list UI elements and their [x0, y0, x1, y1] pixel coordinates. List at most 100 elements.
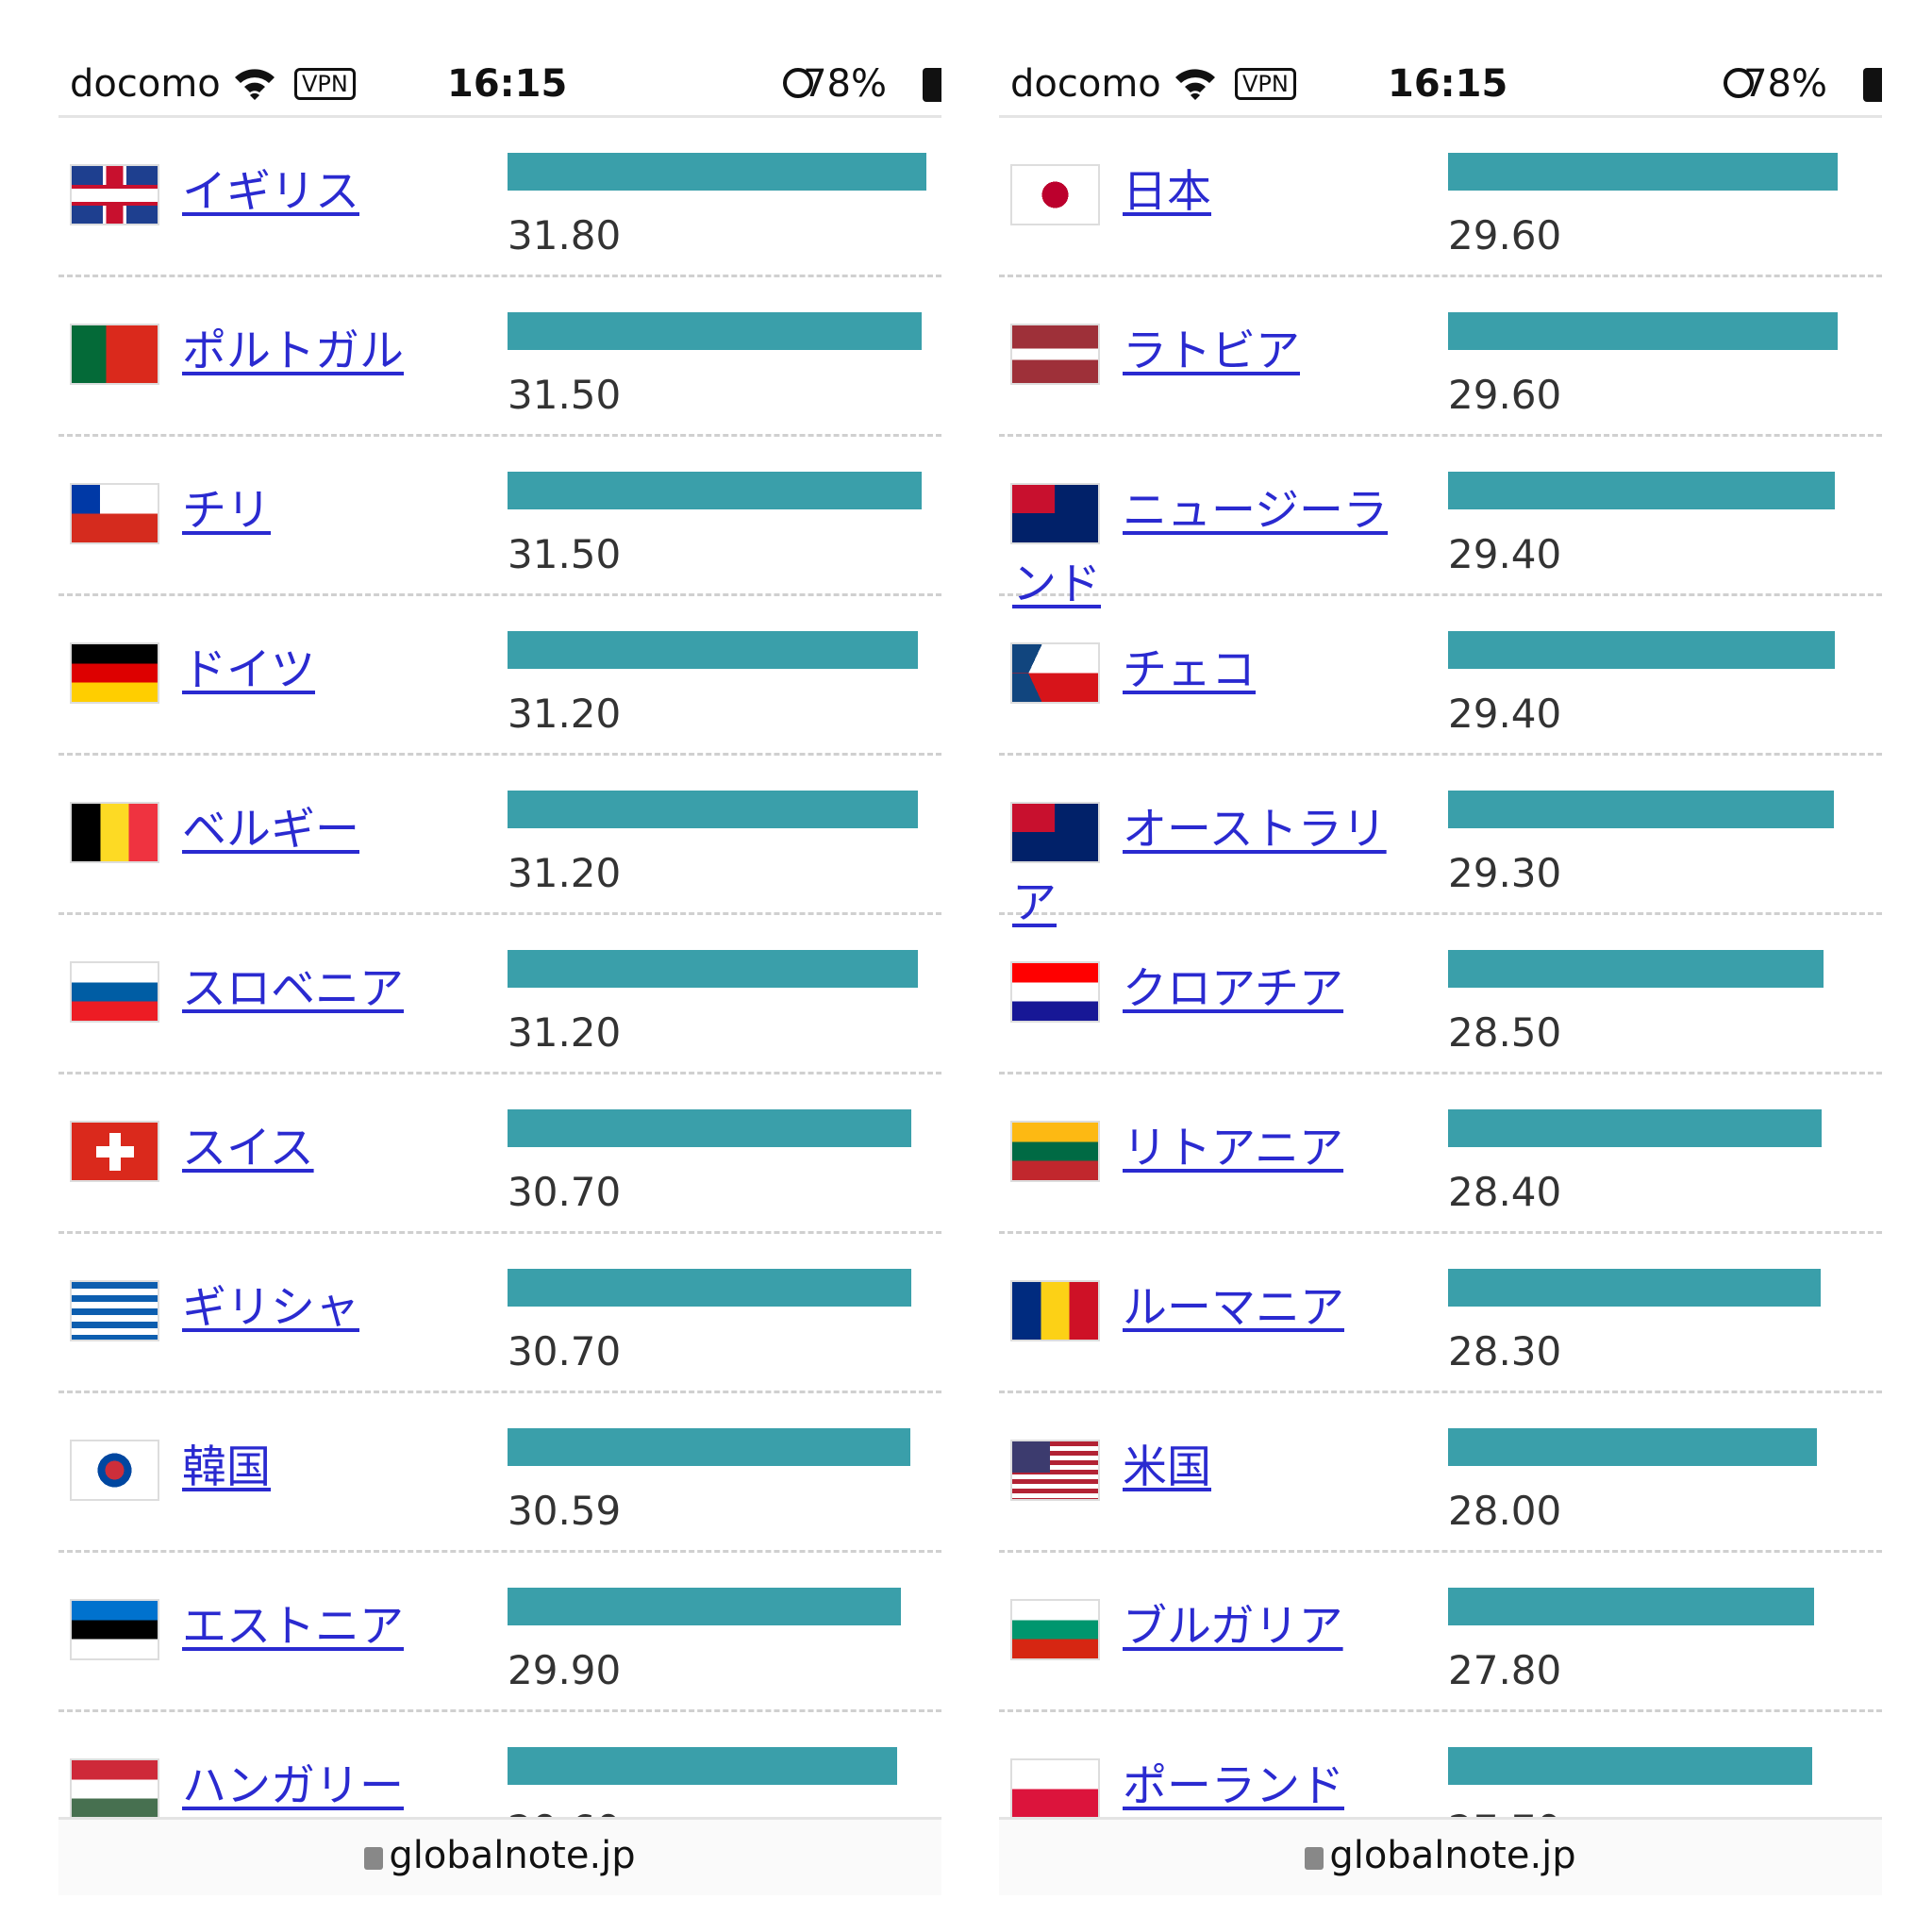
bar	[508, 631, 919, 669]
bar	[508, 1428, 910, 1466]
address-bar: globalnote.jp	[58, 1817, 941, 1895]
country-link[interactable]: スロベニア	[182, 963, 404, 1015]
country-link[interactable]: 米国	[1123, 1441, 1211, 1493]
country-link[interactable]: ギリシャ	[182, 1282, 359, 1334]
country-link[interactable]: ハンガリー	[182, 1760, 404, 1812]
ranking-row: ギリシャ 30.70	[58, 1234, 941, 1393]
flag	[72, 166, 158, 224]
status-bar: docomo VPN 16:15 78%	[58, 57, 941, 118]
country-cell: ニュージーランド	[1012, 475, 1418, 622]
country-link[interactable]: ニュージーランド	[1012, 485, 1389, 610]
country-link[interactable]: ルーマニア	[1123, 1282, 1344, 1334]
country-link[interactable]: スイス	[182, 1123, 314, 1174]
country-cell: クロアチア	[1012, 953, 1418, 1026]
ranking-row: ブルガリア 27.80	[999, 1553, 1882, 1712]
bar	[508, 1109, 912, 1147]
value-label: 31.80	[508, 212, 622, 258]
bar	[508, 153, 926, 191]
flag	[72, 644, 158, 702]
flag	[1012, 166, 1098, 224]
country-link[interactable]: エストニア	[182, 1601, 404, 1653]
lock-icon	[1305, 1847, 1324, 1870]
bar	[508, 312, 923, 350]
country-cell: ブルガリア	[1012, 1591, 1418, 1664]
ranking-row: ベルギー 31.20	[58, 756, 941, 915]
country-link[interactable]: ラトビア	[1123, 325, 1300, 377]
ranking-row: 韓国 30.59	[58, 1393, 941, 1553]
flag	[72, 1123, 158, 1180]
flag	[1012, 804, 1098, 861]
country-link[interactable]: イギリス	[182, 166, 359, 218]
ranking-list: 日本 29.60 ラトビア 29.60 ニュージーランド 29.40 チェコ 29.40 オース…	[999, 118, 1882, 1817]
value-label: 31.20	[508, 850, 622, 896]
flag	[1012, 1601, 1098, 1658]
bar	[508, 950, 919, 988]
bar	[1448, 153, 1838, 191]
country-cell: イギリス	[72, 156, 477, 229]
bar	[508, 791, 919, 828]
country-link[interactable]: ベルギー	[182, 804, 359, 856]
country-cell: ラトビア	[1012, 315, 1418, 389]
value-label: 29.60	[508, 1807, 621, 1817]
bar	[1448, 1109, 1823, 1147]
wifi-icon	[1174, 66, 1217, 100]
country-cell: エストニア	[72, 1591, 477, 1664]
flag	[72, 325, 158, 383]
bar	[1448, 791, 1834, 828]
value-label: 31.50	[508, 372, 622, 418]
country-cell: 米国	[1012, 1431, 1418, 1505]
flag	[72, 1441, 158, 1499]
flag	[1012, 1760, 1098, 1817]
bar	[1448, 1747, 1813, 1785]
rotation-lock	[783, 68, 813, 98]
country-link[interactable]: 韓国	[182, 1441, 271, 1493]
ranking-row: ドイツ 31.20	[58, 596, 941, 756]
ranking-row: ルーマニア 28.30	[999, 1234, 1882, 1393]
country-cell: ポルトガル	[72, 315, 477, 389]
country-link[interactable]: クロアチア	[1123, 963, 1344, 1015]
bar	[1448, 472, 1836, 509]
value-label: 27.80	[1448, 1647, 1562, 1693]
ranking-list: イギリス 31.80 ポルトガル 31.50 チリ 31.50 ドイツ 31.20 ベルギー 31…	[58, 118, 941, 1817]
country-link[interactable]: チェコ	[1123, 644, 1256, 696]
country-link[interactable]: リトアニア	[1123, 1123, 1344, 1174]
country-link[interactable]: 日本	[1123, 166, 1211, 218]
bar	[508, 1269, 912, 1307]
country-link[interactable]: ポーランド	[1123, 1760, 1344, 1812]
flag	[72, 963, 158, 1021]
phone-screen: docomo VPN 16:15 78% イギリス 31.80 ポルトガル 31.50 チリ 31…	[58, 0, 941, 1932]
country-cell: ルーマニア	[1012, 1272, 1418, 1345]
value-label: 31.20	[508, 1009, 622, 1056]
clock: 16:15	[447, 62, 568, 106]
value-label: 29.60	[1448, 372, 1562, 418]
country-cell: スロベニア	[72, 953, 477, 1026]
bar	[1448, 1428, 1817, 1466]
rotation-lock	[1724, 68, 1754, 98]
country-link[interactable]: ポルトガル	[182, 325, 404, 377]
value-label: 28.40	[1448, 1169, 1562, 1215]
vpn-badge: VPN	[294, 68, 356, 100]
ranking-row: 日本 29.60	[999, 118, 1882, 277]
flag	[1012, 1282, 1098, 1340]
country-cell: チェコ	[1012, 634, 1418, 708]
flag	[1012, 644, 1098, 702]
country-link[interactable]: チリ	[182, 485, 271, 537]
ranking-row: 米国 28.00	[999, 1393, 1882, 1553]
ranking-row: スロベニア 31.20	[58, 915, 941, 1074]
country-link[interactable]: ブルガリア	[1123, 1601, 1343, 1653]
bar	[1448, 1269, 1821, 1307]
country-link[interactable]: ドイツ	[182, 644, 315, 696]
flag	[72, 804, 158, 861]
value-label: 27.70	[1448, 1807, 1561, 1817]
ranking-row: ラトビア 29.60	[999, 277, 1882, 437]
battery-percent: 78%	[803, 62, 887, 106]
ranking-row: イギリス 31.80	[58, 118, 941, 277]
country-link[interactable]: オーストラリア	[1012, 804, 1387, 929]
flag	[1012, 963, 1098, 1021]
flag	[1012, 1123, 1098, 1180]
country-cell: 日本	[1012, 156, 1418, 229]
flag	[72, 1760, 158, 1817]
carrier: docomo	[70, 62, 221, 106]
ranking-row: ポーランド 27.70	[999, 1712, 1882, 1817]
country-cell: 韓国	[72, 1431, 477, 1505]
